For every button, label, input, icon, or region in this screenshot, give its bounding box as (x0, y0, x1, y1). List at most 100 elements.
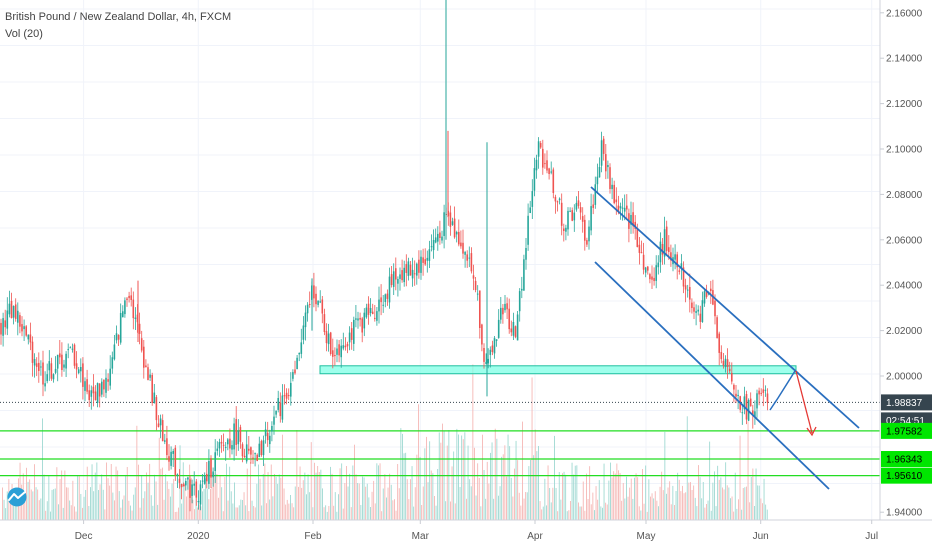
volume-bar (397, 464, 399, 520)
volume-bar (29, 479, 31, 520)
volume-bar (162, 467, 163, 520)
support-levels[interactable] (0, 401, 880, 477)
tradingview-logo-icon[interactable] (4, 487, 30, 507)
volume-bar (606, 504, 608, 520)
volume-bar (539, 501, 541, 520)
volume-bar (677, 472, 679, 520)
volume-bar (51, 489, 53, 520)
volume-bar (509, 446, 511, 520)
time-axis[interactable]: Dec 2020 Feb Mar Apr May Jun Jul (0, 519, 932, 550)
candle-body (495, 339, 498, 341)
volume-bar (427, 482, 429, 520)
volume-indicator-label[interactable]: Vol (20) (5, 28, 43, 40)
volume-bar (667, 487, 669, 520)
candle-body (166, 438, 168, 456)
level-1-tag-box (881, 422, 932, 439)
volume-bar (138, 464, 139, 520)
candle-body (258, 443, 261, 458)
volume-bar (514, 468, 515, 520)
volume-bar (381, 511, 383, 520)
volume-bar (419, 456, 421, 520)
candle-body (426, 257, 429, 261)
projection-up-path (769, 370, 796, 411)
candle-body (224, 446, 227, 448)
volume-bar (693, 485, 695, 520)
volume-bar (666, 493, 667, 520)
volume-bar (306, 494, 307, 520)
volume-bar (315, 472, 317, 520)
candle-body (235, 419, 237, 445)
volume-bar (378, 465, 379, 520)
volume-bar (690, 482, 691, 520)
volume-bar (149, 463, 151, 520)
candle-body (128, 295, 130, 299)
candle-body (531, 191, 534, 207)
candle-body (170, 451, 172, 466)
candle-body (92, 386, 95, 394)
candle-body (256, 454, 258, 461)
candle-body (497, 319, 500, 338)
volume-bar (122, 499, 123, 520)
volume-bar (429, 441, 431, 520)
projection-arrows[interactable] (769, 370, 817, 437)
volume-bar (507, 434, 509, 520)
candle-body (691, 302, 693, 308)
volume-bar (384, 474, 386, 520)
volume-bar (656, 500, 658, 520)
candle-body (569, 210, 571, 212)
volume-bar (467, 445, 469, 520)
candle-body (101, 381, 103, 395)
volume-bar (382, 488, 384, 520)
volume-bar (730, 498, 731, 520)
symbol-title[interactable]: British Pound / New Zealand Dollar, 4h, … (5, 11, 232, 23)
volume-bar (91, 464, 93, 520)
volume-bar (611, 477, 613, 520)
volume-bar (230, 491, 232, 520)
volume-bar (312, 507, 314, 520)
volume-bar (259, 478, 261, 520)
candle-body (336, 348, 338, 355)
resistance-zone[interactable] (319, 365, 797, 375)
volume-bar (658, 506, 659, 520)
volume-bar (325, 505, 327, 520)
candle-body (195, 481, 198, 498)
candle-body (346, 343, 349, 347)
candle-body (164, 440, 166, 442)
candle-body (682, 267, 685, 287)
volume-bar (605, 502, 607, 520)
candle-body (283, 395, 286, 397)
candle-body (2, 318, 4, 336)
candle-body (82, 363, 84, 387)
candle-body (474, 280, 477, 290)
volume-bar (614, 473, 616, 520)
volume-bar (275, 476, 277, 520)
volume-bar (48, 475, 50, 520)
volume-bar (301, 487, 303, 520)
candle-body (384, 294, 387, 302)
price-axis[interactable]: 2.200002.180002.160002.140002.120002.100… (879, 0, 932, 550)
volume-bar (74, 506, 75, 520)
volume-bar (445, 501, 447, 520)
volume-bar (240, 499, 242, 520)
time-tick-label: Jun (753, 531, 769, 542)
candle-body (250, 447, 252, 455)
candle-body (508, 308, 510, 330)
volume-bar (557, 511, 559, 520)
candle-body (353, 319, 355, 344)
candle-body (563, 228, 565, 231)
volume-bar (542, 506, 544, 520)
volume-bar (470, 486, 472, 520)
candle-body (529, 207, 531, 213)
volume-bar (526, 492, 528, 520)
volume-bar (352, 465, 354, 520)
volume-bar (152, 505, 154, 520)
descending-channel[interactable] (590, 186, 860, 490)
candle-body (523, 259, 525, 291)
volume-bar (686, 416, 688, 520)
candle-body (344, 345, 347, 348)
candle-body (248, 448, 250, 451)
volume-bar (208, 499, 210, 520)
volume-bar (43, 474, 45, 520)
channel-lower-line (594, 261, 830, 490)
